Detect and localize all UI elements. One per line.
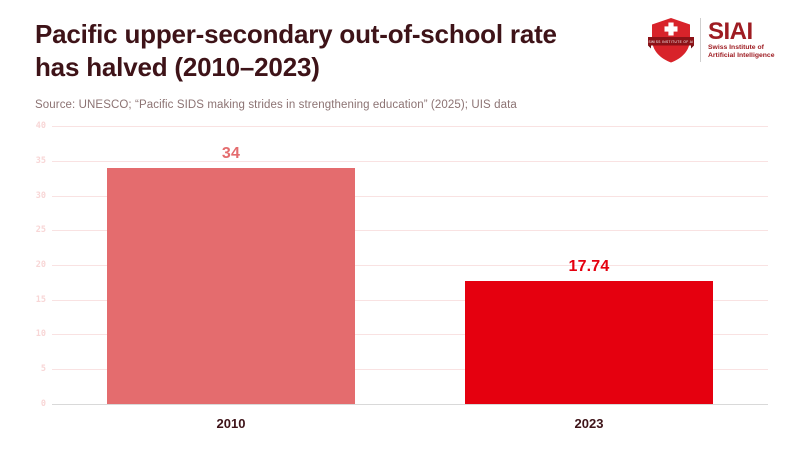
x-category-label: 2010 xyxy=(216,416,246,431)
siai-logo: SWISS INSTITUTE OF AI SIAI Swiss Institu… xyxy=(648,16,774,64)
y-tick-label: 20 xyxy=(35,259,46,270)
gridline xyxy=(52,264,768,266)
svg-text:SWISS INSTITUTE OF AI: SWISS INSTITUTE OF AI xyxy=(648,40,693,44)
bar-value-label: 34 xyxy=(221,145,241,163)
title-line-1: Pacific upper-secondary out-of-school ra… xyxy=(35,19,557,49)
source-attribution: Source: UNESCO; “Pacific SIDS making str… xyxy=(35,99,517,111)
gridline xyxy=(52,230,768,232)
logo-subtitle-1: Swiss Institute of xyxy=(708,44,764,51)
logo-text: SIAI Swiss Institute of Artificial Intel… xyxy=(708,20,774,60)
y-tick-label: 0 xyxy=(40,398,46,409)
bar-2010 xyxy=(107,168,355,404)
bar-2023 xyxy=(465,281,713,404)
logo-wordmark: SIAI xyxy=(708,18,753,45)
logo-subtitle-2: Artificial Intelligence xyxy=(708,52,775,59)
gridline xyxy=(52,160,768,162)
gridline xyxy=(52,299,768,301)
y-tick-label: 40 xyxy=(35,121,46,132)
shield-cross-icon: SWISS INSTITUTE OF AI xyxy=(648,18,694,63)
y-tick-label: 35 xyxy=(35,155,46,166)
y-tick-label: 30 xyxy=(35,190,46,201)
page-title: Pacific upper-secondary out-of-school ra… xyxy=(35,18,650,84)
title-line-2: has halved (2010–2023) xyxy=(35,52,320,82)
x-category-label: 2023 xyxy=(574,416,604,431)
gridline xyxy=(52,334,768,336)
bar-value-label: 17.74 xyxy=(568,258,610,276)
logo-divider xyxy=(700,18,701,62)
x-axis-baseline xyxy=(52,403,768,405)
y-tick-label: 10 xyxy=(35,329,46,340)
y-tick-label: 5 xyxy=(40,363,46,374)
y-tick-label: 15 xyxy=(35,294,46,305)
gridline xyxy=(52,126,768,128)
gridline xyxy=(52,368,768,370)
gridline xyxy=(52,195,768,197)
y-tick-label: 25 xyxy=(35,225,46,236)
